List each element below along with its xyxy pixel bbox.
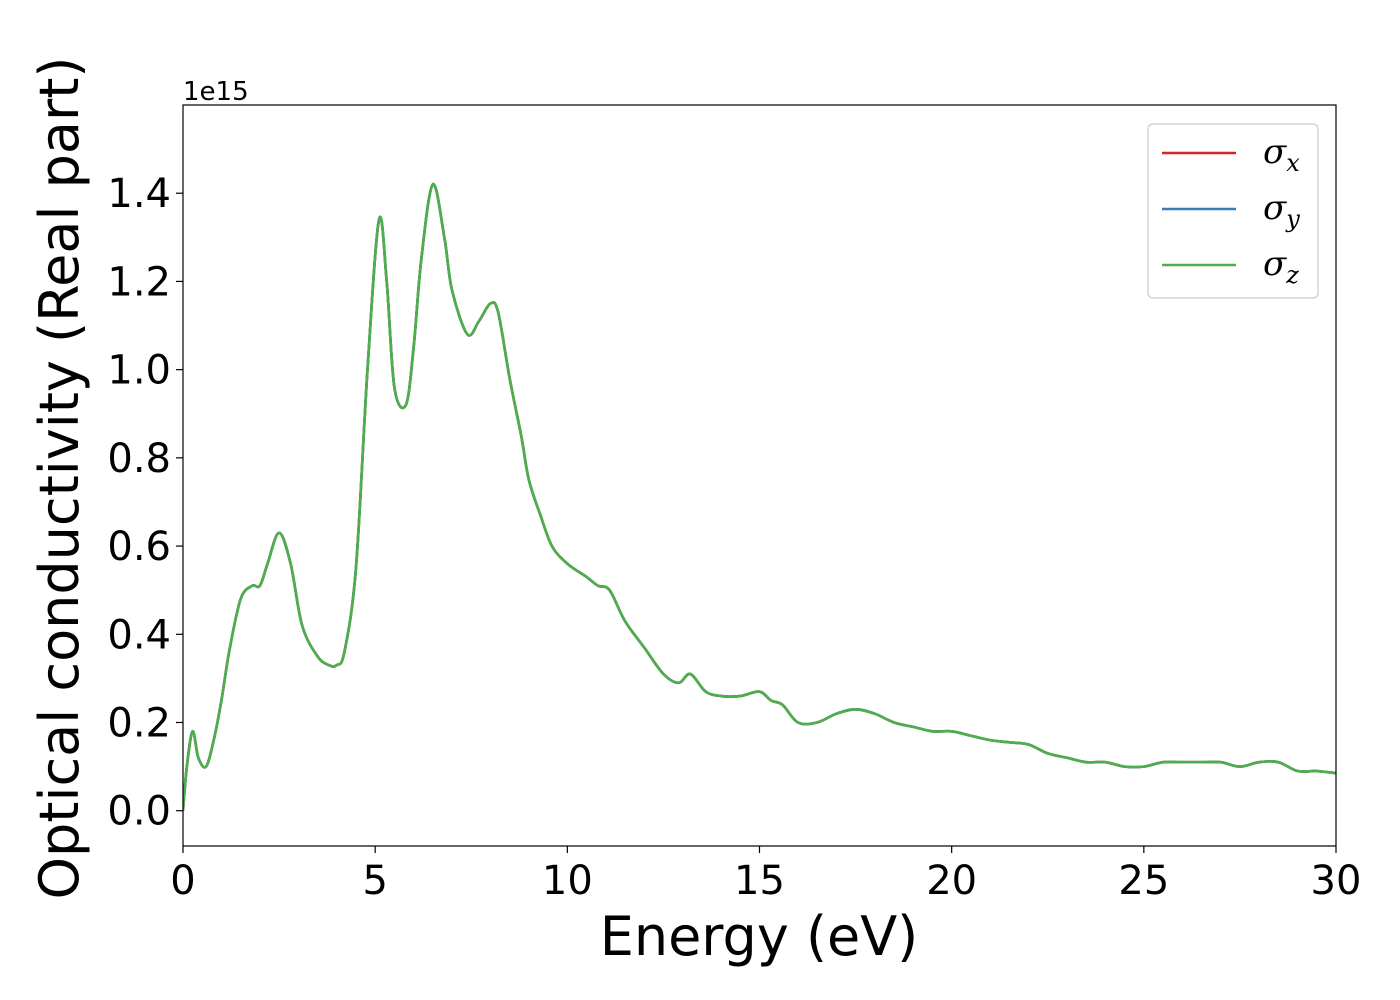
plot-area: [183, 105, 1336, 846]
y-tick-label: 0.6: [107, 524, 171, 570]
y-tick-label: 1.4: [107, 171, 171, 217]
y-offset-label: 1e15: [183, 77, 249, 107]
x-tick-label: 0: [170, 858, 195, 904]
y-tick-label: 0.4: [107, 612, 171, 658]
x-tick-label: 10: [542, 858, 593, 904]
legend-label-y: σy: [1263, 188, 1300, 233]
x-axis-title: Energy (eV): [600, 905, 919, 968]
x-tick-label: 15: [734, 858, 785, 904]
y-axis-ticks: 0.0 0.2 0.4 0.6 0.8 1.0 1.2 1.4: [107, 171, 183, 835]
x-tick-label: 30: [1311, 858, 1362, 904]
y-tick-label: 0.2: [107, 701, 171, 747]
series-layer: [183, 183, 1336, 811]
y-tick-label: 1.2: [107, 259, 171, 305]
y-tick-label: 1.0: [107, 348, 171, 394]
legend-box: [1147, 123, 1319, 299]
y-axis-title: Optical conductivity (Real part): [28, 57, 91, 900]
x-tick-label: 5: [362, 858, 387, 904]
x-tick-label: 20: [926, 858, 977, 904]
y-tick-label: 0.0: [107, 789, 171, 835]
y-tick-label: 0.8: [107, 436, 171, 482]
series-line-z: [183, 183, 1336, 811]
x-axis-ticks: 0 5 10 15 20 25 30: [170, 846, 1361, 904]
x-tick-label: 25: [1118, 858, 1169, 904]
